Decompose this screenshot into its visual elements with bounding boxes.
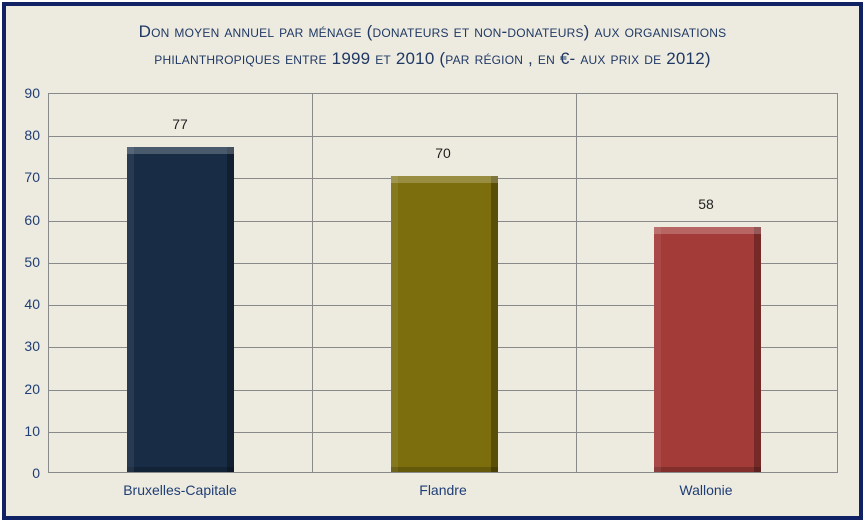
gridline-y-80 bbox=[49, 136, 837, 137]
bar-flandre bbox=[391, 176, 498, 472]
y-tick-label-30: 30 bbox=[24, 338, 40, 354]
x-category-label-bruxelles-capitale: Bruxelles-Capitale bbox=[123, 482, 237, 498]
plot-area bbox=[48, 93, 838, 473]
value-label-wallonie: 58 bbox=[698, 196, 714, 212]
y-tick-label-80: 80 bbox=[24, 127, 40, 143]
value-label-bruxelles-capitale: 77 bbox=[172, 116, 188, 132]
chart-title-line-1: Don moyen annuel par ménage (donateurs e… bbox=[138, 22, 727, 41]
bar-bruxelles-capitale bbox=[127, 147, 234, 472]
x-category-label-wallonie: Wallonie bbox=[679, 482, 733, 498]
y-tick-label-20: 20 bbox=[24, 381, 40, 397]
gridline-x-1 bbox=[312, 94, 313, 472]
y-tick-label-90: 90 bbox=[24, 85, 40, 101]
y-tick-label-0: 0 bbox=[32, 465, 40, 481]
y-tick-label-10: 10 bbox=[24, 423, 40, 439]
bar-wallonie bbox=[654, 227, 761, 472]
y-tick-label-60: 60 bbox=[24, 212, 40, 228]
chart-title: Don moyen annuel par ménage (donateurs e… bbox=[46, 18, 819, 72]
value-label-flandre: 70 bbox=[435, 145, 451, 161]
x-category-label-flandre: Flandre bbox=[419, 482, 467, 498]
chart-title-line-2: philanthropiques entre 1999 et 2010 (par… bbox=[154, 49, 711, 68]
y-tick-label-50: 50 bbox=[24, 254, 40, 270]
y-tick-label-70: 70 bbox=[24, 169, 40, 185]
y-tick-label-40: 40 bbox=[24, 296, 40, 312]
gridline-x-2 bbox=[576, 94, 577, 472]
